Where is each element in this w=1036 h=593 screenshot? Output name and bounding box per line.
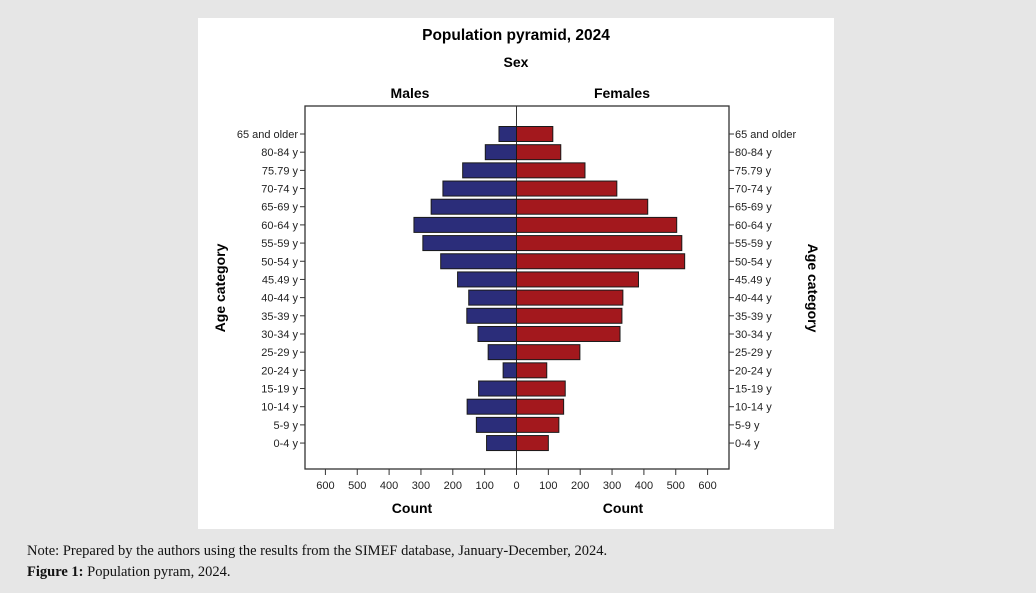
bar-females-4 bbox=[516, 198, 649, 215]
x-tick-label: 400 bbox=[635, 480, 653, 492]
x-tick-label: 100 bbox=[539, 480, 557, 492]
y-axis-label-left: Age category bbox=[212, 243, 228, 332]
y-tick-label-right: 20-24 y bbox=[735, 365, 772, 377]
bar-males-10 bbox=[466, 307, 517, 324]
y-tick-label-left: 30-34 y bbox=[261, 329, 298, 341]
y-tick-label-left: 70-74 y bbox=[261, 184, 298, 196]
bar-females-7 bbox=[516, 253, 686, 270]
bar-females-16 bbox=[516, 416, 560, 433]
bar-males-11 bbox=[477, 325, 517, 342]
bar-males-3 bbox=[442, 180, 517, 197]
bar-males-13 bbox=[502, 362, 517, 379]
bar-males-4 bbox=[430, 198, 517, 215]
bar-males-14 bbox=[478, 380, 518, 397]
y-tick-label-right: 50-54 y bbox=[735, 256, 772, 268]
y-tick-label-right: 5-9 y bbox=[735, 420, 760, 432]
chart-title: Population pyramid, 2024 bbox=[422, 27, 610, 44]
x-tick-label: 200 bbox=[571, 480, 589, 492]
bar-females-10 bbox=[516, 307, 623, 324]
x-tick-label: 200 bbox=[444, 480, 462, 492]
figure-label: Figure 1: bbox=[27, 564, 84, 580]
y-tick-label-right: 15-19 y bbox=[735, 384, 772, 396]
bar-females-13 bbox=[516, 362, 548, 379]
y-tick-label-left: 45.49 y bbox=[262, 274, 299, 286]
y-tick-label-right: 25-29 y bbox=[735, 347, 772, 359]
y-tick-label-right: 40-44 y bbox=[735, 293, 772, 305]
y-tick-label-right: 35-39 y bbox=[735, 311, 772, 323]
population-pyramid-chart: Population pyramid, 2024 Sex Males Femal… bbox=[212, 27, 821, 516]
figure-caption: Figure 1: Population pyram, 2024. bbox=[27, 564, 231, 581]
y-tick-label-left: 60-64 y bbox=[261, 220, 298, 232]
y-tick-label-left: 55-59 y bbox=[261, 238, 298, 250]
y-tick-label-left: 20-24 y bbox=[261, 365, 298, 377]
x-tick-label: 300 bbox=[603, 480, 621, 492]
bar-males-1 bbox=[484, 144, 517, 161]
x-tick-label: 500 bbox=[348, 480, 366, 492]
x-tick-label: 0 bbox=[513, 480, 519, 492]
y-tick-label-right: 60-64 y bbox=[735, 220, 772, 232]
bar-males-5 bbox=[413, 216, 517, 233]
chart-note: Note: Prepared by the authors using the … bbox=[27, 543, 608, 559]
bar-males-16 bbox=[475, 416, 517, 433]
bar-females-6 bbox=[516, 235, 683, 252]
x-tick-label: 600 bbox=[698, 480, 716, 492]
y-tick-label-left: 40-44 y bbox=[261, 293, 298, 305]
y-tick-label-right: 65-69 y bbox=[735, 202, 772, 214]
bar-females-9 bbox=[516, 289, 624, 306]
bar-males-7 bbox=[440, 253, 518, 270]
bar-males-6 bbox=[422, 235, 517, 252]
y-tick-label-left: 10-14 y bbox=[261, 402, 298, 414]
panel-label-females: Females bbox=[594, 85, 650, 101]
y-tick-label-left: 5-9 y bbox=[274, 420, 299, 432]
panel-label-males: Males bbox=[391, 85, 430, 101]
x-axis-label-right: Count bbox=[603, 500, 644, 516]
x-tick-label: 100 bbox=[475, 480, 493, 492]
y-tick-label-right: 65 and older bbox=[735, 129, 796, 141]
y-tick-label-left: 75.79 y bbox=[262, 165, 299, 177]
y-axis-label-right: Age category bbox=[805, 244, 821, 333]
bar-males-0 bbox=[498, 126, 518, 142]
chart-panel: Population pyramid, 2024 Sex Males Femal… bbox=[198, 18, 834, 529]
bar-females-5 bbox=[516, 216, 678, 233]
bar-males-2 bbox=[462, 162, 517, 179]
y-tick-label-left: 35-39 y bbox=[261, 311, 298, 323]
bar-males-9 bbox=[468, 289, 518, 306]
bar-females-15 bbox=[516, 398, 565, 415]
y-tick-label-right: 55-59 y bbox=[735, 238, 772, 250]
y-tick-label-left: 65 and older bbox=[237, 129, 298, 141]
y-tick-label-left: 15-19 y bbox=[261, 384, 298, 396]
chart-subtitle: Sex bbox=[504, 54, 529, 70]
bar-males-8 bbox=[457, 271, 518, 288]
x-tick-label: 300 bbox=[412, 480, 430, 492]
y-tick-label-left: 65-69 y bbox=[261, 202, 298, 214]
y-tick-label-left: 0-4 y bbox=[274, 438, 299, 450]
bar-females-1 bbox=[516, 144, 562, 161]
y-tick-label-left: 50-54 y bbox=[261, 256, 298, 268]
bar-females-14 bbox=[516, 380, 566, 397]
bar-males-17 bbox=[486, 435, 518, 452]
bar-females-0 bbox=[516, 126, 554, 142]
y-tick-label-right: 45.49 y bbox=[735, 274, 772, 286]
y-tick-label-left: 80-84 y bbox=[261, 147, 298, 159]
y-tick-label-left: 25-29 y bbox=[261, 347, 298, 359]
bar-females-2 bbox=[516, 162, 586, 179]
bar-females-11 bbox=[516, 325, 621, 342]
x-tick-label: 600 bbox=[316, 480, 334, 492]
bar-males-12 bbox=[487, 344, 518, 361]
y-tick-label-right: 75.79 y bbox=[735, 165, 772, 177]
x-axis-label-left: Count bbox=[392, 500, 433, 516]
bar-females-12 bbox=[516, 344, 581, 361]
y-tick-label-right: 70-74 y bbox=[735, 184, 772, 196]
bar-females-8 bbox=[516, 271, 639, 288]
bar-females-17 bbox=[516, 435, 549, 452]
y-tick-label-right: 10-14 y bbox=[735, 402, 772, 414]
bar-females-3 bbox=[516, 180, 618, 197]
y-tick-label-right: 0-4 y bbox=[735, 438, 760, 450]
figure-caption-text: Population pyram, 2024. bbox=[83, 564, 231, 580]
y-tick-label-right: 80-84 y bbox=[735, 147, 772, 159]
x-tick-label: 400 bbox=[380, 480, 398, 492]
bar-males-15 bbox=[466, 398, 518, 415]
x-tick-label: 500 bbox=[667, 480, 685, 492]
y-tick-label-right: 30-34 y bbox=[735, 329, 772, 341]
